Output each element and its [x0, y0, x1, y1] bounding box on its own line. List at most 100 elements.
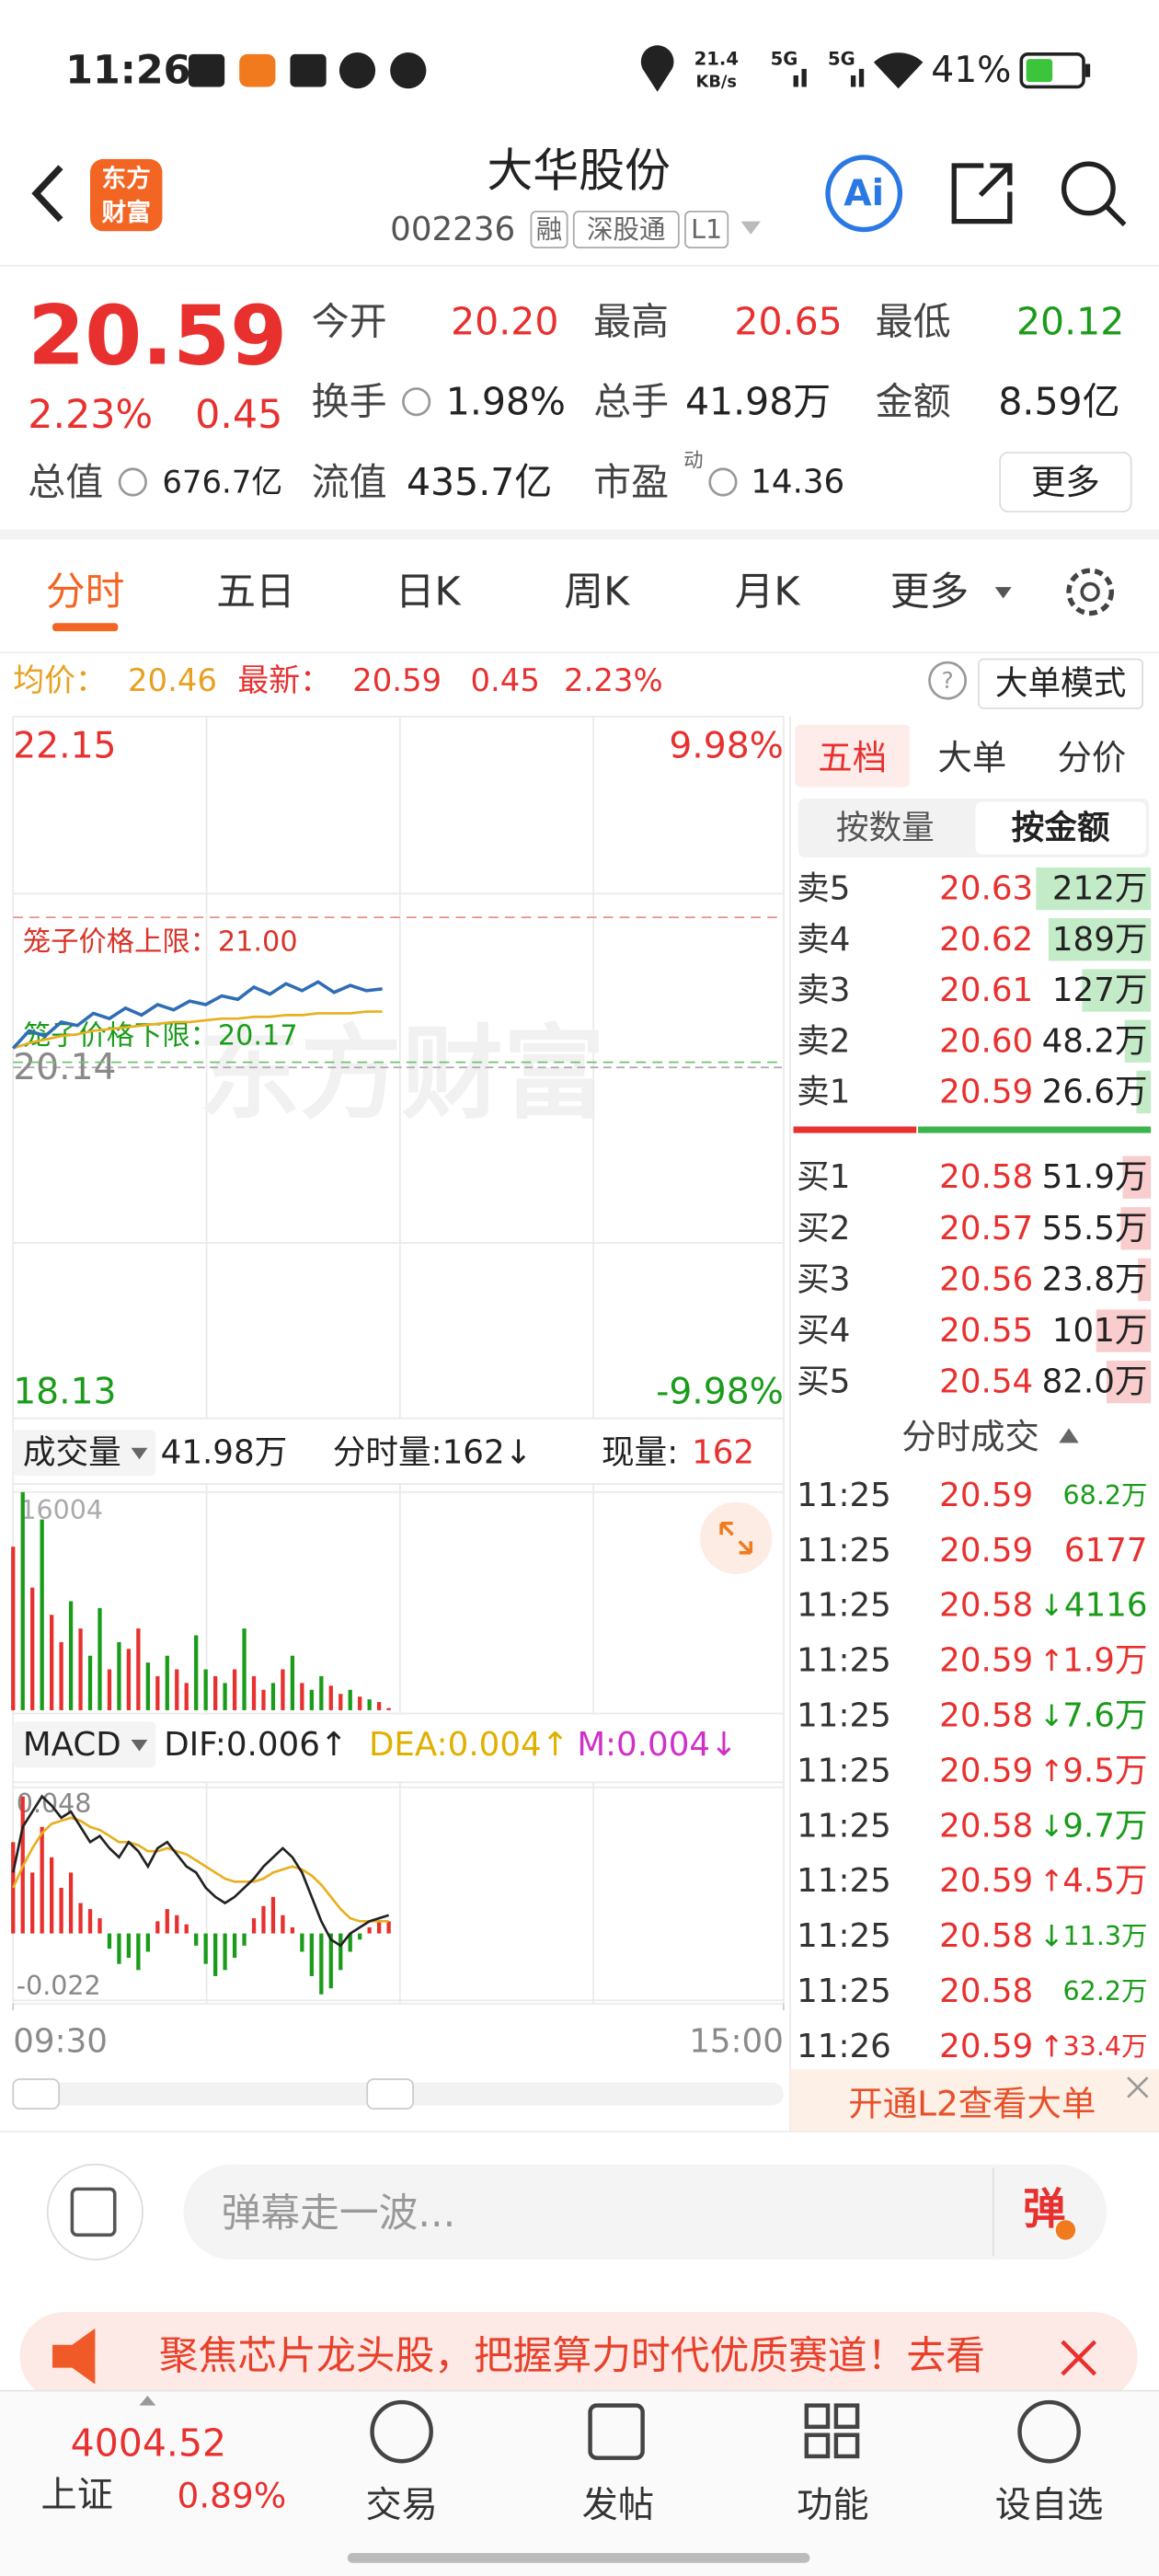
tab[interactable]: 月K [735, 569, 801, 615]
function-icon[interactable] [804, 2403, 860, 2459]
tag-box [530, 211, 568, 249]
tab[interactable]: 五日 [216, 569, 295, 615]
l2-banner-bg[interactable] [790, 2069, 1159, 2132]
volume-bar [78, 1628, 83, 1710]
price: 20.59 [28, 288, 287, 384]
help-icon[interactable] [928, 661, 968, 700]
macd-selector[interactable] [13, 1721, 156, 1768]
x-tick-label: 09:30 [13, 2022, 108, 2060]
macd-label[interactable]: MACD [23, 1726, 121, 1764]
amount-bar [1036, 867, 1152, 911]
volume-bar [319, 1675, 324, 1710]
macd-bar [348, 1933, 352, 1952]
nav-item[interactable]: 设自选 [995, 2485, 1104, 2526]
macd-bar [155, 1921, 160, 1934]
book-tab[interactable]: 大单 [937, 737, 1006, 777]
book-level: 卖1 [797, 1074, 850, 1111]
volume-bar [194, 1635, 199, 1710]
macd-bar [50, 1857, 54, 1934]
stat-label: 金额 [876, 380, 951, 424]
nav-item[interactable]: 功能 [797, 2485, 868, 2526]
trade-icon[interactable] [370, 2399, 433, 2464]
ai-label[interactable]: Ai [843, 173, 884, 214]
close-icon[interactable] [1061, 2340, 1097, 2376]
function-cell [804, 2403, 831, 2430]
stat-label: 总值 [28, 460, 103, 504]
book-tab[interactable]: 分价 [1058, 737, 1127, 777]
tab[interactable]: 更多 [890, 569, 970, 615]
comment-placeholder[interactable]: 弹幕走一波... [222, 2191, 456, 2237]
volume-bar [126, 1649, 132, 1710]
volume-bar [203, 1669, 208, 1710]
trade-volume: 9.7万 [1062, 1807, 1147, 1845]
l2-banner-text[interactable]: 开通L2查看大单 [848, 2084, 1096, 2124]
subtab-active[interactable] [975, 801, 1146, 855]
volume-bar [117, 1641, 121, 1710]
ad-clip: 聚焦芯片龙头股，把握算力时代优质赛道！去看 [159, 2333, 985, 2379]
mode-button[interactable] [978, 658, 1144, 709]
amount-bar [1124, 1019, 1152, 1063]
status-icons [188, 45, 1091, 92]
nav-item[interactable]: 发帖 [582, 2485, 654, 2526]
tab-active-bg [795, 724, 911, 788]
amount-bar [1106, 1360, 1152, 1404]
volume-bar [50, 1615, 54, 1710]
stat-value: 20.20 [451, 299, 558, 343]
trade-price: 20.59 [939, 2028, 1033, 2065]
badge [1055, 2220, 1076, 2240]
danmaku-button[interactable]: 弹 [1023, 2184, 1065, 2234]
share-button[interactable] [951, 163, 1013, 224]
ad-text[interactable]: 聚焦芯片龙头股，把握算力时代优质赛道！去看 [159, 2333, 985, 2379]
book-subtab[interactable]: 按数量 [836, 810, 935, 847]
dropdown-icon[interactable] [740, 221, 761, 235]
watchlist-icon[interactable] [1017, 2399, 1081, 2464]
tab[interactable]: 日K [396, 569, 462, 615]
expand-button[interactable] [699, 1501, 773, 1575]
book-price: 20.59 [939, 1074, 1033, 1111]
post-icon[interactable] [588, 2403, 645, 2460]
scroll-handle[interactable] [12, 2078, 61, 2110]
settings-button[interactable] [1066, 568, 1114, 616]
trade-time: 11:25 [797, 1752, 891, 1789]
trade-time: 11:25 [797, 1587, 891, 1625]
ad-banner[interactable] [19, 2312, 1138, 2401]
tab[interactable]: 周K [564, 569, 630, 615]
book-level: 卖4 [797, 921, 850, 959]
book-price: 20.56 [939, 1260, 1033, 1298]
book-subtab[interactable]: 按金额 [1012, 810, 1110, 847]
nav-item[interactable]: 交易 [365, 2485, 437, 2526]
back-button[interactable] [31, 165, 63, 223]
app-icon [188, 53, 225, 87]
signal-label: 5G [828, 49, 855, 70]
volume-bar [30, 1587, 35, 1710]
volume-label[interactable]: 成交量 [23, 1434, 121, 1472]
trade-price: 20.59 [939, 1752, 1033, 1789]
macd-bar [309, 1933, 314, 1976]
close-icon[interactable] [1127, 2076, 1149, 2099]
more-label[interactable]: 更多 [1031, 462, 1100, 502]
volume-bar [40, 1519, 44, 1710]
trades-title: 分时成交 [901, 1416, 1039, 1456]
more-button[interactable] [999, 452, 1132, 512]
book-price: 20.60 [939, 1022, 1033, 1060]
comment-input[interactable] [183, 2164, 1107, 2260]
book-price: 20.61 [939, 972, 1033, 1009]
search-button[interactable] [1061, 161, 1116, 216]
trade-price: 20.59 [939, 1642, 1033, 1680]
macd-bar [358, 1933, 362, 1940]
net-unit: KB/s [696, 73, 737, 92]
volume-bar [261, 1689, 266, 1710]
macd-bar [232, 1933, 237, 1959]
trade-volume: 9.5万 [1062, 1752, 1147, 1789]
tab[interactable]: 分时 [46, 569, 125, 615]
ai-button[interactable] [825, 155, 903, 233]
volume-bar [328, 1685, 333, 1710]
volume-selector[interactable] [13, 1430, 156, 1477]
comment-icon-button[interactable] [46, 2163, 143, 2260]
scroll-handle[interactable] [366, 2078, 414, 2110]
volume-bar [59, 1641, 63, 1710]
book-tab[interactable]: 五档 [818, 737, 887, 777]
trade-volume: 4.5万 [1062, 1862, 1147, 1900]
stat-label: 流值 [312, 460, 387, 504]
mode-label[interactable]: 大单模式 [995, 665, 1126, 703]
